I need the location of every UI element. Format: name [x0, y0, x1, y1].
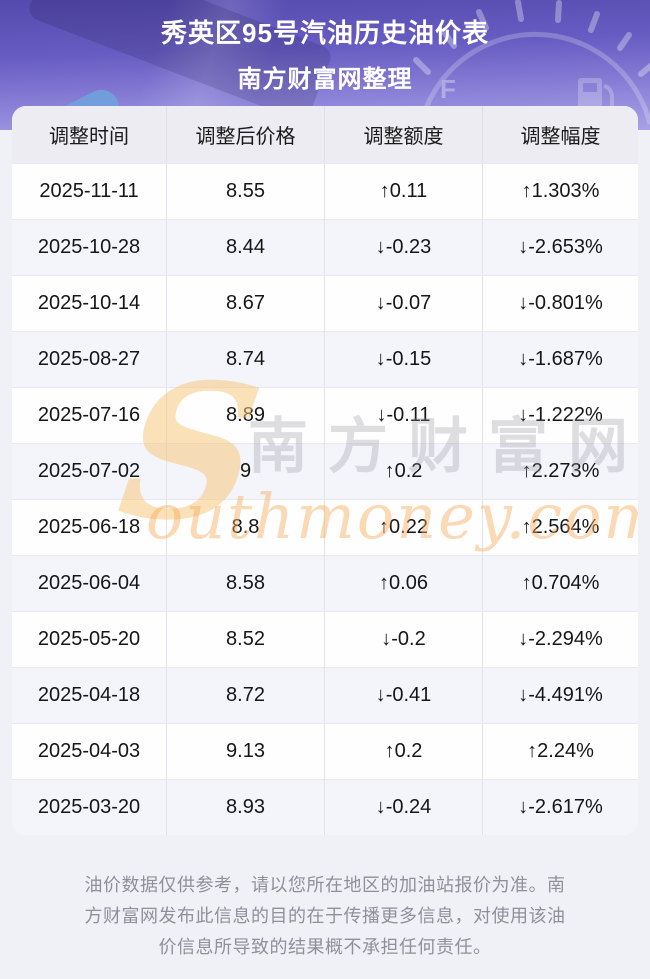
price-cell: 8.74 [167, 332, 325, 387]
change-cell: ↑0.11 [325, 164, 483, 219]
price-cell: 9.13 [167, 724, 325, 779]
table-row: 2025-11-11 8.55 ↑0.11 ↑1.303% [12, 163, 638, 219]
date-cell: 2025-10-14 [12, 276, 167, 331]
gauge-full-label: F [440, 74, 456, 104]
date-cell: 2025-10-28 [12, 220, 167, 275]
disclaimer-text: 油价数据仅供参考，请以您所在地区的加油站报价为准。南方财富网发布此信息的目的在于… [84, 875, 566, 957]
price-cell: 8.89 [167, 388, 325, 443]
change-cell: ↓-0.23 [325, 220, 483, 275]
column-header-percent: 调整幅度 [520, 126, 601, 148]
date-cell: 2025-05-20 [12, 612, 167, 667]
date-cell: 2025-03-20 [12, 780, 167, 835]
price-cell: 8.58 [167, 556, 325, 611]
table-row: 2025-08-27 8.74 ↓-0.15 ↓-1.687% [12, 331, 638, 387]
percent-cell: ↑0.704% [521, 572, 600, 594]
date-cell: 2025-07-16 [12, 388, 167, 443]
change-cell: ↑0.2 [325, 724, 483, 779]
page-title: 秀英区95号汽油历史油价表 [161, 18, 489, 48]
table-row: 2025-06-04 8.58 ↑0.06 ↑0.704% [12, 555, 638, 611]
date-cell: 2025-04-03 [12, 724, 167, 779]
percent-cell: ↓-2.617% [518, 796, 603, 818]
price-cell: 9 [167, 444, 325, 499]
percent-cell: ↑2.564% [521, 516, 600, 538]
price-cell: 8.8 [167, 500, 325, 555]
percent-cell: ↓-1.222% [518, 404, 603, 426]
table-rows: 2025-11-11 8.55 ↑0.11 ↑1.303% 2025-10-28 8.44… [12, 163, 638, 835]
percent-cell: ↓-4.491% [518, 684, 603, 706]
percent-cell: ↑2.24% [527, 740, 594, 762]
table-header-row: 调整时间 调整后价格 调整额度 调整幅度 [12, 106, 638, 163]
percent-cell: ↓-1.687% [518, 348, 603, 370]
table-row: 2025-04-18 8.72 ↓-0.41 ↓-4.491% [12, 667, 638, 723]
change-cell: ↓-0.11 [325, 388, 483, 443]
change-cell: ↑0.22 [325, 500, 483, 555]
percent-cell: ↓-0.801% [518, 292, 603, 314]
change-cell: ↓-0.15 [325, 332, 483, 387]
price-cell: 8.93 [167, 780, 325, 835]
date-cell: 2025-04-18 [12, 668, 167, 723]
page-subtitle: 南方财富网整理 [237, 66, 413, 93]
percent-cell: ↑2.273% [521, 460, 600, 482]
date-cell: 2025-08-27 [12, 332, 167, 387]
price-cell: 8.44 [167, 220, 325, 275]
change-cell: ↓-0.07 [325, 276, 483, 331]
change-cell: ↑0.2 [325, 444, 483, 499]
gas-pump-icon [578, 78, 614, 110]
oil-price-table: 调整时间 调整后价格 调整额度 调整幅度 2025-11-11 8.55 ↑0.11… [12, 106, 638, 835]
price-cell: 8.72 [167, 668, 325, 723]
change-cell: ↑0.06 [325, 556, 483, 611]
date-cell: 2025-11-11 [12, 164, 167, 219]
column-header-price: 调整后价格 [167, 106, 325, 163]
price-cell: 8.52 [167, 612, 325, 667]
table-row: 2025-07-16 8.89 ↓-0.11 ↓-1.222% [12, 387, 638, 443]
table-row: 2025-07-02 9 ↑0.2 ↑2.273% [12, 443, 638, 499]
column-header-date: 调整时间 [12, 106, 167, 163]
change-cell: ↓-0.41 [325, 668, 483, 723]
table-row: 2025-10-14 8.67 ↓-0.07 ↓-0.801% [12, 275, 638, 331]
change-cell: ↓-0.2 [325, 612, 483, 667]
date-cell: 2025-06-18 [12, 500, 167, 555]
table-row: 2025-03-20 8.93 ↓-0.24 ↓-2.617% [12, 779, 638, 835]
fuel-gauge-icon: F [413, 0, 650, 129]
percent-cell: ↓-2.653% [518, 236, 603, 258]
table-row: 2025-05-20 8.52 ↓-0.2 ↓-2.294% [12, 611, 638, 667]
date-cell: 2025-07-02 [12, 444, 167, 499]
percent-cell: ↑1.303% [521, 180, 600, 202]
change-cell: ↓-0.24 [325, 780, 483, 835]
price-cell: 8.55 [167, 164, 325, 219]
table-row: 2025-10-28 8.44 ↓-0.23 ↓-2.653% [12, 219, 638, 275]
percent-cell: ↓-2.294% [518, 628, 603, 650]
table-row: 2025-06-18 8.8 ↑0.22 ↑2.564% [12, 499, 638, 555]
date-cell: 2025-06-04 [12, 556, 167, 611]
table-row: 2025-04-03 9.13 ↑0.2 ↑2.24% [12, 723, 638, 779]
price-cell: 8.67 [167, 276, 325, 331]
column-header-change: 调整额度 [325, 106, 483, 163]
